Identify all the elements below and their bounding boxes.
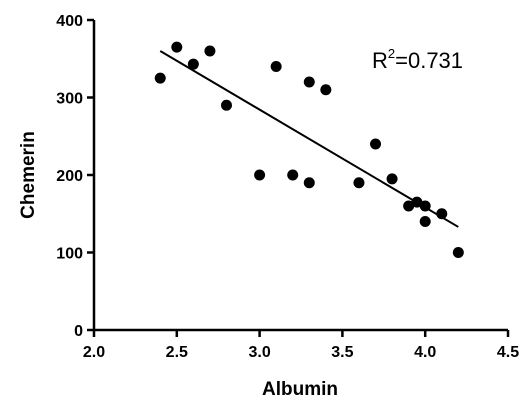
data-point bbox=[303, 177, 315, 189]
r-squared-base: R bbox=[372, 48, 388, 73]
r-squared-superscript: 2 bbox=[388, 46, 395, 61]
x-axis-title: Albumin bbox=[262, 379, 338, 400]
data-point bbox=[452, 247, 464, 258]
data-point bbox=[171, 41, 183, 53]
data-point bbox=[353, 177, 365, 189]
data-point bbox=[220, 99, 232, 111]
regression-line bbox=[159, 50, 459, 228]
y-axis-title: Chemerin bbox=[18, 131, 39, 219]
data-point bbox=[154, 72, 166, 84]
y-tick-label: 300 bbox=[56, 91, 83, 108]
x-tick-label: 4.0 bbox=[414, 344, 436, 361]
x-tick-label: 2.5 bbox=[166, 344, 188, 361]
data-point bbox=[436, 208, 448, 220]
data-point bbox=[419, 216, 431, 227]
y-axis-ticks: 0 100 200 300 400 bbox=[56, 13, 94, 340]
data-points bbox=[154, 41, 464, 258]
data-point bbox=[254, 169, 266, 181]
r-squared-annotation: R2=0.731 bbox=[372, 46, 463, 73]
x-tick-label: 3.0 bbox=[248, 344, 270, 361]
data-point bbox=[419, 200, 431, 212]
x-tick-label: 4.5 bbox=[497, 344, 519, 361]
y-tick-label: 400 bbox=[56, 13, 83, 30]
y-tick-label: 200 bbox=[56, 168, 83, 185]
x-tick-label: 3.5 bbox=[331, 344, 353, 361]
y-tick-label: 100 bbox=[56, 246, 83, 263]
data-point bbox=[303, 76, 315, 88]
data-point bbox=[386, 173, 398, 185]
data-point bbox=[320, 84, 332, 96]
data-point bbox=[403, 200, 415, 212]
data-point bbox=[287, 169, 299, 181]
data-point bbox=[204, 45, 216, 57]
x-axis-ticks: 2.0 2.5 3.0 3.5 4.0 4.5 bbox=[83, 330, 519, 361]
data-point bbox=[187, 58, 199, 70]
data-point bbox=[270, 61, 282, 72]
data-point bbox=[411, 196, 423, 208]
y-tick-label: 0 bbox=[74, 323, 83, 340]
axes: 0 100 200 300 400 2.0 2.5 3.0 3.5 4.0 4.5 bbox=[56, 13, 519, 361]
r-squared-value: =0.731 bbox=[395, 48, 463, 73]
data-point bbox=[370, 138, 382, 150]
x-tick-label: 2.0 bbox=[83, 344, 105, 361]
